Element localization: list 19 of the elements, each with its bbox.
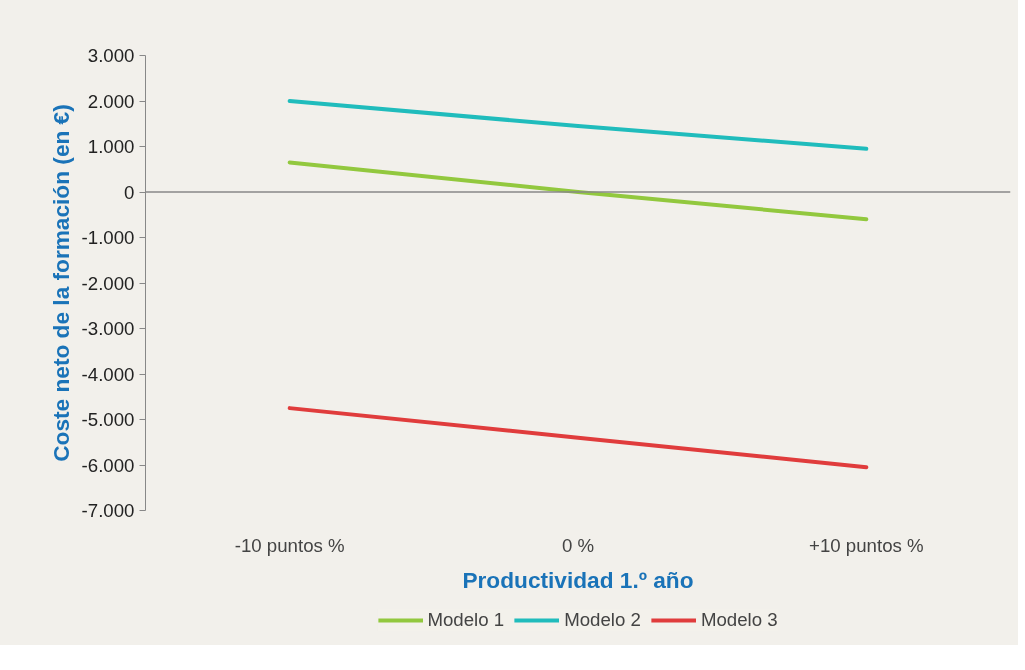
y-tick-label: -1.000 xyxy=(81,227,135,248)
y-tick-label: 0 xyxy=(124,181,135,203)
y-tick-label: -6.000 xyxy=(81,454,135,476)
y-axis-title: Coste neto de la formación (en €) xyxy=(47,104,74,462)
y-tick-label: 3.000 xyxy=(87,45,135,66)
legend-label: Modelo 1 xyxy=(427,609,505,631)
y-tick-label: -2.000 xyxy=(81,272,135,294)
y-tick-label: 1.000 xyxy=(87,136,135,157)
x-tick-label: 0 % xyxy=(561,534,595,556)
y-tick-label: -5.000 xyxy=(81,409,135,430)
legend-label: Modelo 3 xyxy=(700,609,778,631)
y-tick-label: 2.000 xyxy=(87,90,135,112)
y-tick-label: -7.000 xyxy=(81,500,135,521)
legend-label: Modelo 2 xyxy=(564,609,641,631)
y-tick-label: -4.000 xyxy=(81,363,135,385)
x-axis-title: Productividad 1.º año xyxy=(462,566,694,593)
x-tick-label: -10 puntos % xyxy=(234,534,345,556)
x-tick-label: +10 puntos % xyxy=(809,534,924,556)
y-tick-label: -3.000 xyxy=(81,318,135,339)
